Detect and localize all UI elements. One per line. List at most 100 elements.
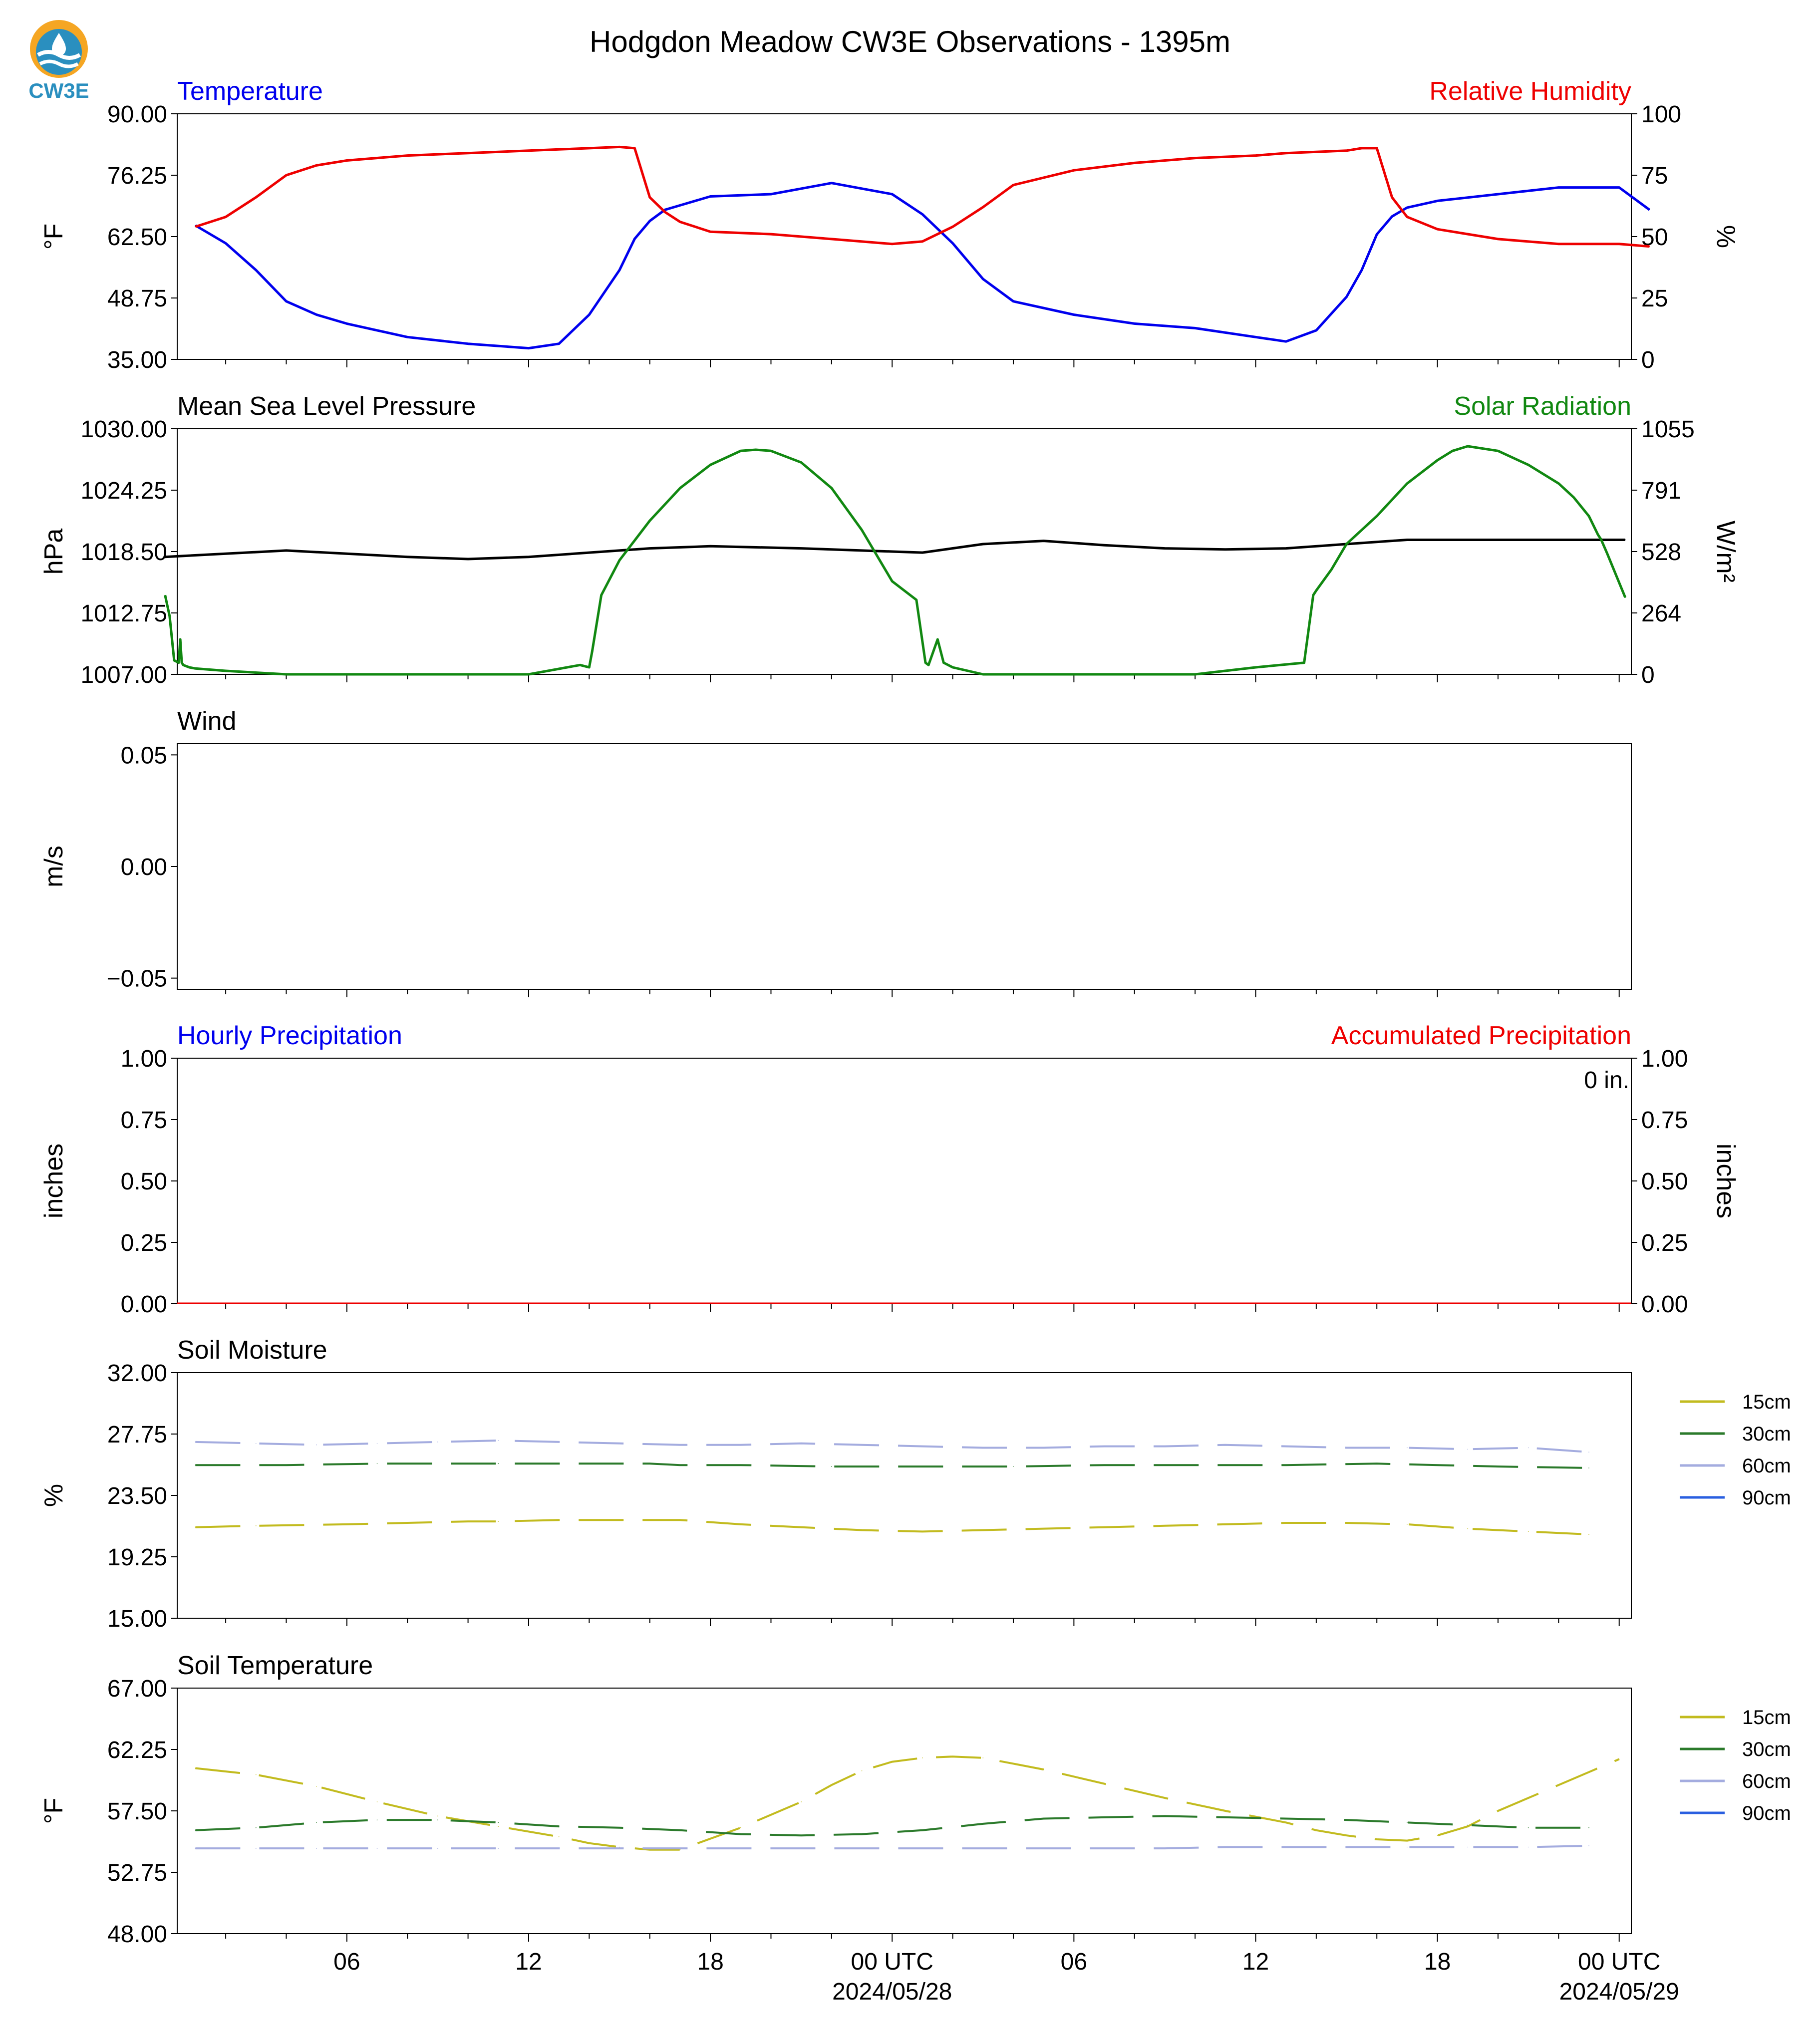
panel-title-left: Temperature <box>177 77 323 106</box>
data-point <box>649 220 650 222</box>
data-point <box>1498 194 1499 195</box>
data-point <box>1437 1464 1438 1466</box>
data-point <box>770 234 772 235</box>
data-point <box>922 552 923 553</box>
y-tick-label-left: 0.50 <box>121 1168 167 1195</box>
data-point <box>1312 594 1314 596</box>
data-point <box>1013 1466 1014 1467</box>
series-line-temperature <box>195 182 1650 350</box>
data-point <box>255 1827 257 1828</box>
data-point <box>255 1525 257 1526</box>
data-point <box>183 664 184 666</box>
data-point <box>498 1440 499 1441</box>
data-point <box>831 488 832 489</box>
y-tick-label-left: 19.25 <box>107 1544 167 1571</box>
data-point <box>740 1444 741 1446</box>
data-point <box>1164 1797 1166 1798</box>
data-point <box>1043 1818 1044 1819</box>
logo-droplet-icon <box>52 33 66 56</box>
data-point <box>831 182 832 184</box>
y-axis-label-left: °F <box>39 1798 68 1824</box>
data-point <box>558 1826 560 1827</box>
plot-frame <box>177 743 1632 990</box>
data-point <box>982 1848 984 1849</box>
data-point <box>619 1827 620 1828</box>
data-point <box>892 580 893 582</box>
data-point <box>1498 539 1499 541</box>
data-point <box>316 165 317 166</box>
cw3e-logo: CW3E <box>28 20 89 102</box>
data-point <box>286 1464 287 1466</box>
data-point <box>1013 184 1014 186</box>
data-point <box>1073 170 1075 171</box>
data-point <box>407 155 408 156</box>
data-point <box>1467 1846 1469 1848</box>
data-point <box>922 1446 923 1447</box>
data-point <box>1573 497 1574 498</box>
logo-wave-icon <box>39 59 79 68</box>
panel-4: Soil Moisture 32.00 27.75 23.50 19.25 15.00% 1… <box>39 1336 1791 1632</box>
data-point <box>1588 1534 1589 1535</box>
data-point <box>1407 207 1408 208</box>
data-point <box>601 594 602 596</box>
data-point <box>1376 1463 1378 1464</box>
data-point <box>255 270 257 271</box>
data-point <box>528 556 529 558</box>
data-point <box>1346 1819 1347 1820</box>
data-point <box>1498 239 1499 240</box>
data-point <box>619 1519 620 1520</box>
data-point <box>619 1443 620 1444</box>
data-point <box>1346 1447 1347 1449</box>
panel-2: Wind 0.05 0.00 −0.05 m/s <box>39 707 1632 997</box>
y-tick-label-left: 0.00 <box>121 854 167 880</box>
data-point <box>952 1756 953 1757</box>
data-point <box>1376 148 1378 149</box>
data-point <box>1043 1769 1044 1770</box>
data-point <box>801 1526 802 1528</box>
data-point <box>831 239 832 240</box>
data-point <box>1285 1846 1286 1848</box>
panel-5: Soil Temperature 67.00 62.25 57.50 52.75 48.0… <box>39 1651 1791 1948</box>
data-point <box>1376 516 1378 517</box>
data-point <box>740 1827 741 1828</box>
data-point <box>1527 1827 1529 1828</box>
data-point <box>831 1466 832 1467</box>
data-point <box>255 1848 257 1849</box>
y-tick-label-left: 52.75 <box>107 1860 167 1886</box>
y-tick-label-left: 0.25 <box>121 1230 167 1256</box>
data-point <box>892 551 893 552</box>
data-point <box>1285 341 1286 342</box>
data-point <box>528 347 529 349</box>
data-point <box>1346 150 1347 151</box>
data-point <box>1588 539 1589 541</box>
data-point <box>1104 1783 1105 1784</box>
series-line-relative-humidity <box>195 145 1650 248</box>
data-point <box>1452 450 1453 452</box>
data-point <box>1407 1846 1408 1848</box>
data-point <box>558 343 560 344</box>
data-point <box>346 323 347 324</box>
data-point <box>679 205 681 206</box>
data-point <box>649 197 650 198</box>
legend-label: 15cm <box>1742 1391 1791 1413</box>
data-point <box>679 1849 681 1850</box>
y-axis-label-left: inches <box>39 1144 68 1218</box>
data-point <box>1558 1784 1559 1786</box>
data-point <box>225 670 226 671</box>
data-point <box>1437 1835 1438 1836</box>
data-point <box>801 1848 802 1849</box>
data-point <box>346 160 347 161</box>
data-point <box>407 556 408 558</box>
y-tick-label-left: 0.05 <box>121 742 167 769</box>
data-point <box>1285 1818 1286 1819</box>
data-point <box>861 1848 863 1849</box>
data-point <box>1588 516 1589 517</box>
data-point <box>1195 674 1196 675</box>
data-point <box>1073 674 1075 675</box>
y-tick-label-left: 48.75 <box>107 286 167 312</box>
data-point <box>952 243 953 244</box>
series-line-15cm <box>195 1755 1620 1851</box>
y-tick-label-right: 264 <box>1641 600 1681 627</box>
data-point <box>195 1464 196 1466</box>
